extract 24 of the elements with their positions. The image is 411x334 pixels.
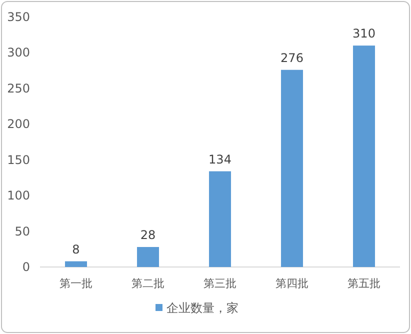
- y-tick-label: 50: [14, 224, 30, 238]
- x-tick-label: 第五批: [348, 277, 380, 290]
- y-tick-label: 250: [7, 81, 30, 96]
- x-tick-label: 第一批: [60, 277, 92, 290]
- x-tick-label: 第三批: [204, 277, 236, 290]
- bar: [353, 46, 375, 267]
- y-tick-label: 350: [7, 10, 30, 24]
- data-label: 8: [72, 242, 80, 256]
- legend-label: 企业数量，家: [166, 301, 238, 315]
- data-label: 134: [208, 152, 232, 166]
- y-tick-label: 150: [7, 152, 30, 167]
- bar: [281, 70, 303, 267]
- y-tick-label: 0: [22, 260, 30, 274]
- bar: [65, 261, 87, 267]
- x-tick-label: 第四批: [276, 277, 308, 290]
- data-label: 28: [140, 228, 156, 242]
- data-label: 310: [352, 26, 376, 41]
- y-tick-label: 200: [7, 117, 30, 132]
- x-tick-label: 第二批: [132, 277, 164, 290]
- bar: [137, 247, 159, 267]
- y-tick-label: 100: [7, 188, 30, 203]
- data-label: 276: [280, 50, 304, 65]
- bar: [209, 171, 231, 267]
- y-tick-label: 300: [7, 46, 30, 60]
